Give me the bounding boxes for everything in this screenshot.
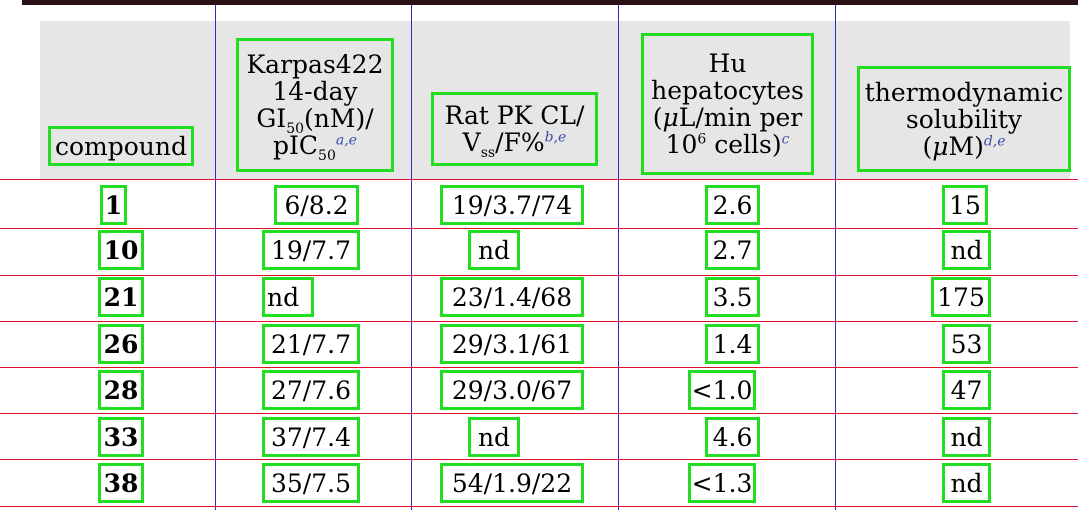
compound-cell: 38 <box>98 463 144 503</box>
hu-cell: 2.7 <box>705 230 760 270</box>
row-divider <box>0 459 1078 460</box>
karpas-cell: 27/7.6 <box>262 370 360 410</box>
header-hu-line4: 106 cells)c <box>665 130 790 159</box>
ratpk-cell: nd <box>468 417 520 457</box>
hu-cell: 2.6 <box>705 185 760 225</box>
row-divider <box>0 413 1078 414</box>
row-divider <box>0 506 1078 507</box>
solubility-cell: nd <box>942 417 991 457</box>
header-solubility: thermodynamic solubility (μM)d,e <box>857 66 1071 172</box>
karpas-cell: nd <box>262 277 314 317</box>
ratpk-cell: 19/3.7/74 <box>440 185 584 225</box>
karpas-cell: 19/7.7 <box>262 230 360 270</box>
compound-cell: 28 <box>98 370 144 410</box>
compound-cell: 1 <box>100 185 127 225</box>
table-top-rule <box>22 0 1078 5</box>
header-hu-line3: (μL/min per <box>652 103 803 132</box>
header-compound-label: compound <box>54 131 188 161</box>
solubility-cell: 47 <box>942 370 991 410</box>
header-hu-hepatocytes: Hu hepatocytes (μL/min per 106 cells)c <box>641 33 814 175</box>
header-karpas-line2: 14-day <box>272 77 358 106</box>
column-divider <box>618 5 619 510</box>
solubility-cell: nd <box>942 463 991 503</box>
column-divider <box>215 5 216 510</box>
compound-cell: 21 <box>98 277 144 317</box>
header-karpas422: Karpas422 14-day GI50(nM)/ pIC50a,e <box>236 38 394 172</box>
header-hu-line1: Hu <box>708 49 747 78</box>
compound-cell: 26 <box>98 324 144 364</box>
header-karpas-line3: GI50(nM)/ <box>256 104 374 137</box>
solubility-cell: 175 <box>931 277 991 317</box>
row-divider <box>0 321 1078 322</box>
footnote-marker[interactable]: c <box>781 131 790 148</box>
hu-cell: <1.3 <box>688 463 756 503</box>
table-header-background <box>40 21 1070 179</box>
karpas-cell: 37/7.4 <box>262 417 360 457</box>
hu-cell: <1.0 <box>688 370 756 410</box>
header-sol-line3: (μM)d,e <box>922 131 1006 161</box>
header-ratpk-line2: Vss/F%b,e <box>462 128 567 161</box>
karpas-cell: 6/8.2 <box>274 185 359 225</box>
footnote-marker[interactable]: d,e <box>983 133 1006 150</box>
header-ratpk-line1: Rat PK CL/ <box>444 101 585 130</box>
header-karpas-line4: pIC50a,e <box>273 131 357 164</box>
hu-cell: 3.5 <box>705 277 760 317</box>
solubility-cell: 53 <box>942 324 991 364</box>
row-divider <box>0 275 1078 276</box>
header-karpas-line1: Karpas422 <box>246 50 384 79</box>
footnote-marker[interactable]: b,e <box>544 129 567 146</box>
hu-cell: 1.4 <box>705 324 760 364</box>
karpas-cell: 21/7.7 <box>262 324 360 364</box>
karpas-cell: 35/7.5 <box>262 463 360 503</box>
compound-cell: 33 <box>98 417 144 457</box>
header-compound: compound <box>48 126 194 166</box>
header-sol-line1: thermodynamic <box>864 77 1064 107</box>
ratpk-cell: 29/3.0/67 <box>440 370 584 410</box>
ratpk-cell: 29/3.1/61 <box>440 324 584 364</box>
ratpk-cell: nd <box>468 230 520 270</box>
ratpk-cell: 23/1.4/68 <box>440 277 584 317</box>
column-divider <box>411 5 412 510</box>
row-divider <box>0 367 1078 368</box>
row-divider <box>0 228 1078 229</box>
ratpk-cell: 54/1.9/22 <box>440 463 584 503</box>
row-divider <box>0 179 1078 180</box>
hu-cell: 4.6 <box>705 417 760 457</box>
header-sol-line2: solubility <box>905 104 1023 134</box>
column-divider <box>835 5 836 510</box>
solubility-cell: 15 <box>942 185 988 225</box>
compound-cell: 10 <box>98 230 144 270</box>
solubility-cell: nd <box>942 230 991 270</box>
footnote-marker[interactable]: a,e <box>335 132 357 149</box>
header-rat-pk: Rat PK CL/ Vss/F%b,e <box>431 92 598 166</box>
header-hu-line2: hepatocytes <box>651 76 804 105</box>
